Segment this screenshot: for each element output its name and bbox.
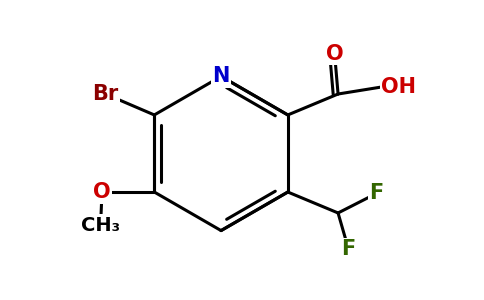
Text: OH: OH bbox=[381, 77, 416, 97]
Text: CH₃: CH₃ bbox=[81, 216, 120, 235]
Text: O: O bbox=[93, 182, 111, 202]
Text: N: N bbox=[212, 66, 230, 86]
Text: F: F bbox=[369, 183, 383, 203]
Text: Br: Br bbox=[92, 84, 119, 104]
Text: F: F bbox=[341, 239, 356, 259]
Text: O: O bbox=[326, 44, 343, 64]
